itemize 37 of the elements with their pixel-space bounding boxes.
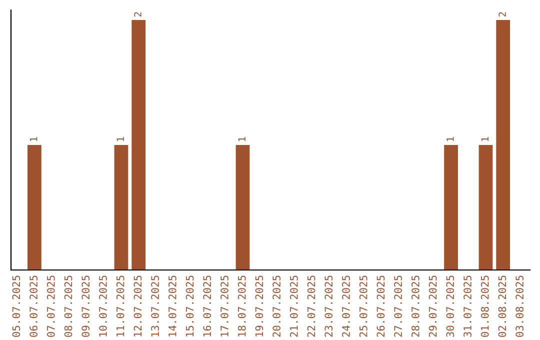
x-tick-label: 17.07.2025 bbox=[220, 276, 228, 336]
x-tick-label: 24.07.2025 bbox=[342, 276, 350, 337]
x-tick-label: 11.07.2025 bbox=[116, 276, 124, 336]
x-tick-label: 15.07.2025 bbox=[186, 276, 194, 336]
x-tick-label: 03.08.2025 bbox=[516, 276, 524, 337]
x-tick-label: 22.07.2025 bbox=[307, 276, 316, 337]
x-tick-label: 16.07.2025 bbox=[203, 276, 212, 336]
x-tick-label: 02.08.2025 bbox=[498, 276, 506, 337]
x-tick-label: 19.07.2025 bbox=[255, 276, 264, 336]
data-label: 1 bbox=[238, 137, 246, 142]
x-tick-label: 28.07.2025 bbox=[411, 276, 420, 337]
x-tick-label: 21.07.2025 bbox=[290, 276, 298, 337]
x-tick-label: 12.07.2025 bbox=[134, 276, 142, 336]
data-label: 2 bbox=[498, 12, 506, 16]
x-tick-label: 29.07.2025 bbox=[428, 276, 437, 337]
data-label: 1 bbox=[446, 137, 454, 142]
x-tick-label: 27.07.2025 bbox=[394, 276, 402, 337]
x-tick-label: 09.07.2025 bbox=[82, 276, 90, 337]
data-label: 1 bbox=[481, 137, 488, 142]
data-label: 1 bbox=[30, 137, 38, 142]
data-label: 1 bbox=[116, 137, 124, 142]
x-tick-label: 20.07.2025 bbox=[272, 276, 280, 337]
x-tick-label: 31.07.2025 bbox=[464, 276, 472, 337]
x-tick-label: 07.07.2025 bbox=[46, 276, 55, 337]
x-tick-label: 08.07.2025 bbox=[64, 276, 72, 337]
x-tick-label: 05.07.2025 bbox=[12, 276, 20, 337]
x-tick-label: 23.07.2025 bbox=[324, 276, 333, 337]
x-tick-label: 30.07.2025 bbox=[446, 276, 454, 337]
x-tick-label: 01.08.2025 bbox=[480, 276, 489, 337]
x-tick-label: 14.07.2025 bbox=[168, 276, 176, 336]
x-tick-label: 25.07.2025 bbox=[359, 276, 368, 337]
data-label: 2 bbox=[134, 12, 142, 16]
x-tick-label: 18.07.2025 bbox=[238, 276, 246, 336]
x-tick-label: 13.07.2025 bbox=[151, 276, 159, 336]
x-tick-label: 26.07.2025 bbox=[376, 276, 385, 337]
x-tick-label: 10.07.2025 bbox=[99, 276, 107, 336]
x-tick-label: 06.07.2025 bbox=[30, 276, 38, 337]
